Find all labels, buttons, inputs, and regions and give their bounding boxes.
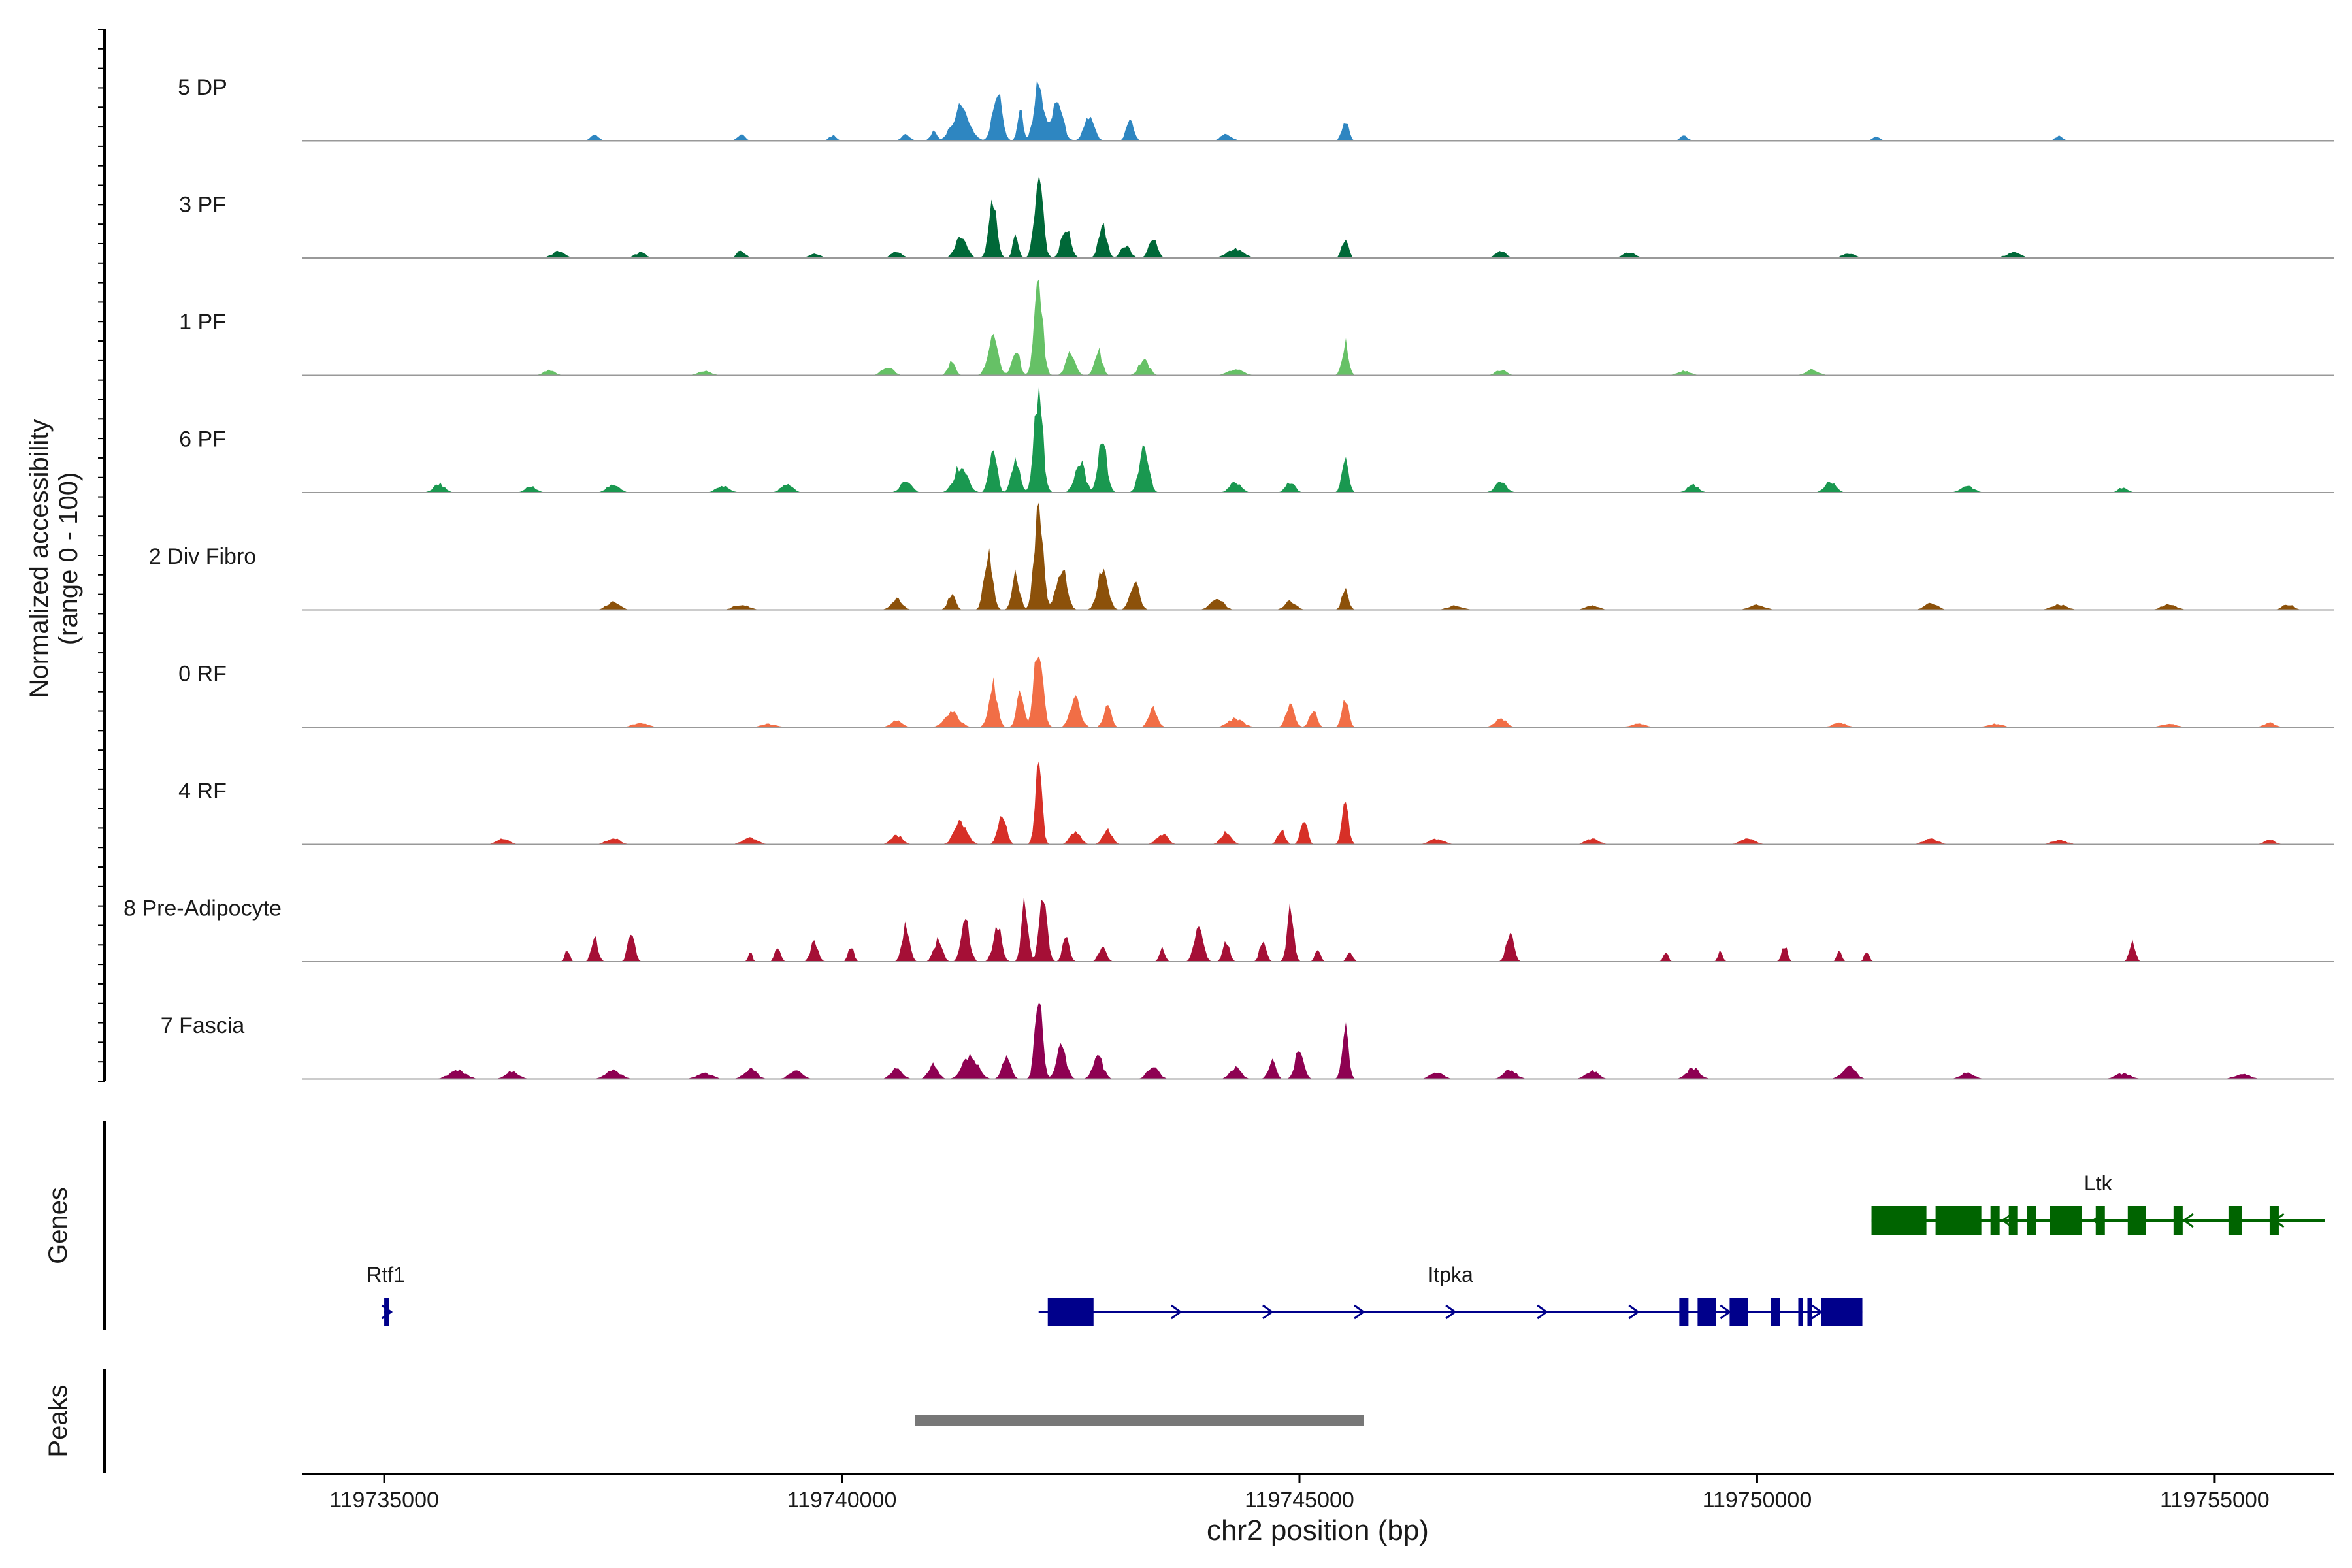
gene-exon — [1807, 1298, 1812, 1326]
x-axis-title: chr2 position (bp) — [1207, 1514, 1429, 1546]
track-label: 0 RF — [178, 662, 227, 687]
strand-arrow — [1910, 1213, 1922, 1228]
strand-arrow — [1170, 1304, 1183, 1320]
x-tick-label: 119755000 — [2160, 1488, 2270, 1512]
gene-exon — [1697, 1298, 1716, 1326]
gene-exon — [1990, 1206, 2000, 1235]
peak-region-bar — [915, 1415, 1364, 1426]
strand-arrow — [1354, 1304, 1365, 1320]
genes-panel: Genes Rtf1 Itpka Ltk — [44, 1121, 2325, 1330]
gene-label: Ltk — [2084, 1171, 2113, 1195]
gene-exon — [1047, 1298, 1094, 1326]
track-label: 8 Pre-Adipocyte — [123, 896, 282, 921]
track-label: 4 RF — [178, 779, 227, 804]
track-1-pf: 1 PF — [179, 279, 2334, 376]
track-signal-area — [384, 1002, 2329, 1079]
track-label: 6 PF — [179, 427, 226, 452]
strand-arrow — [2182, 1213, 2194, 1228]
gene-exon — [1771, 1298, 1780, 1326]
x-tick-label: 119740000 — [787, 1488, 897, 1512]
strand-arrow — [1079, 1304, 1091, 1320]
track-label: 5 DP — [178, 75, 227, 100]
track-4-rf: 4 RF — [178, 760, 2334, 845]
track-6-pf: 6 PF — [179, 385, 2334, 493]
track-signal-area — [384, 80, 2329, 141]
gene-ltk: Ltk — [1871, 1171, 2325, 1235]
strand-arrow — [1445, 1304, 1457, 1320]
x-tick-label: 119750000 — [1703, 1488, 1812, 1512]
gene-exon — [2228, 1206, 2242, 1235]
y-axis-label-line2: (range 0 - 100) — [54, 472, 83, 645]
track-signal-area — [384, 385, 2329, 493]
track-label: 3 PF — [179, 193, 226, 218]
gene-exon — [1798, 1298, 1803, 1326]
peaks-panel: Peaks — [44, 1369, 1364, 1473]
strand-arrow — [2091, 1213, 2104, 1228]
track-signal-area — [384, 760, 2329, 845]
gene-exon — [2027, 1206, 2036, 1235]
gene-exon — [1935, 1206, 1982, 1235]
gene-exon — [1821, 1298, 1863, 1326]
track-3-pf: 3 PF — [179, 175, 2334, 259]
track-2-div-fibro: 2 Div Fibro — [149, 502, 2334, 611]
x-tick-label: 119735000 — [329, 1488, 439, 1512]
track-label: 1 PF — [179, 310, 226, 335]
gene-exon — [2127, 1206, 2146, 1235]
strand-arrow — [1628, 1304, 1640, 1320]
coverage-tracks: 5 DP 3 PF 1 PF 6 PF 2 Div Fibro 0 RF 4 RF 8 Pre… — [123, 75, 2334, 1080]
gene-exon — [384, 1298, 389, 1326]
strand-arrow — [1537, 1304, 1548, 1320]
strand-arrow — [2273, 1213, 2285, 1228]
gene-exon — [1729, 1298, 1748, 1326]
track-label: 7 Fascia — [161, 1013, 245, 1038]
gene-itpka: Itpka — [1038, 1263, 1863, 1326]
gene-models: Rtf1 Itpka Ltk — [367, 1171, 2325, 1326]
x-axis-ticks: 119735000 119740000 119745000 119750000 1197… — [329, 1474, 2270, 1512]
track-signal-area — [384, 655, 2329, 727]
gene-label: Rtf1 — [367, 1263, 405, 1286]
gene-rtf1: Rtf1 — [367, 1263, 405, 1326]
gene-exon — [2008, 1206, 2018, 1235]
peaks-panel-label: Peaks — [44, 1384, 73, 1457]
gene-exon — [2050, 1206, 2082, 1235]
strand-arrow — [1720, 1304, 1731, 1320]
track-signal-area — [384, 175, 2329, 258]
x-tick-label: 119745000 — [1245, 1488, 1354, 1512]
track-7-fascia: 7 Fascia — [161, 1002, 2334, 1080]
peak-regions — [915, 1415, 1364, 1426]
gene-label: Itpka — [1428, 1263, 1473, 1286]
gene-exon — [1679, 1298, 1689, 1326]
track-signal-area — [384, 896, 2329, 962]
track-5-dp: 5 DP — [178, 75, 2334, 142]
track-signal-area — [384, 502, 2329, 610]
track-0-rf: 0 RF — [178, 655, 2334, 728]
track-signal-area — [384, 279, 2329, 376]
strand-arrow — [1262, 1304, 1274, 1320]
genes-panel-label: Genes — [44, 1187, 73, 1264]
gene-exon — [2095, 1206, 2105, 1235]
track-8-pre-adipocyte: 8 Pre-Adipocyte — [123, 896, 2334, 962]
y-axis-label-line1: Normalized accessibility — [25, 419, 54, 698]
gene-exon — [1871, 1206, 1927, 1235]
coverage-y-axis — [98, 29, 106, 1082]
strand-arrow — [2001, 1213, 2013, 1228]
gene-exon — [2173, 1206, 2183, 1235]
strand-arrow — [1811, 1304, 1823, 1320]
x-axis: 119735000 119740000 119745000 119750000 1197… — [302, 1473, 2334, 1546]
strand-arrow — [381, 1304, 393, 1320]
track-label: 2 Div Fibro — [149, 544, 256, 569]
